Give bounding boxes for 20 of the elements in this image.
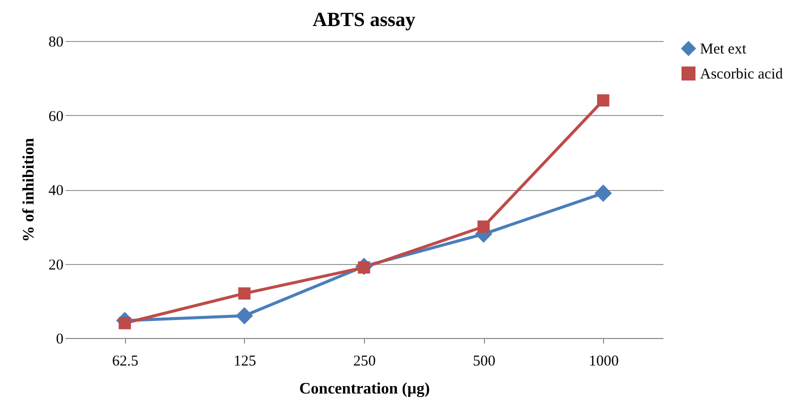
y-axis-title: % of inhibition (20, 138, 38, 242)
legend-label: Ascorbic acid (700, 66, 784, 82)
y-tick-label: 60 (48, 108, 64, 125)
y-tick-label: 80 (48, 34, 64, 50)
x-tick-label: 250 (353, 354, 376, 370)
x-axis-title: Concentration (µg) (299, 380, 430, 398)
point (597, 94, 610, 107)
x-tick-label: 500 (472, 354, 496, 370)
point (594, 184, 612, 202)
x-tick-label: 1000 (588, 354, 619, 370)
x-tick-label: 62.5 (112, 354, 138, 370)
point (236, 307, 254, 324)
y-tick-label: 40 (48, 183, 64, 199)
y-tick-label: 20 (48, 257, 64, 274)
point (238, 287, 251, 300)
legend-label: Met ext (700, 42, 748, 58)
x-tick-label: 125 (234, 354, 256, 370)
chart-title: ABTS assay (312, 9, 416, 31)
point (477, 220, 490, 233)
y-tick-label: 0 (56, 332, 64, 348)
